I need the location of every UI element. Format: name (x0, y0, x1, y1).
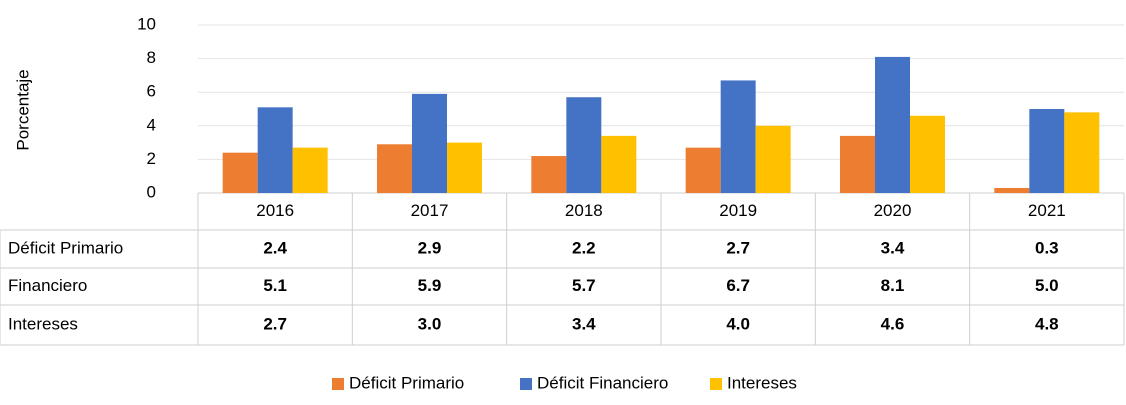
y-tick-label: 4 (147, 115, 156, 134)
x-tick-label: 2020 (874, 201, 912, 220)
table-cell: 8.1 (881, 276, 905, 295)
bar (685, 147, 721, 193)
y-axis-label: Porcentaje (13, 69, 32, 150)
bar (257, 107, 293, 193)
y-tick-label: 10 (137, 14, 156, 33)
bar (910, 115, 945, 193)
y-tick-label: 2 (147, 149, 156, 168)
x-tick-label: 2017 (411, 201, 449, 220)
y-tick-label: 8 (147, 48, 156, 67)
table-cell: 4.8 (1035, 314, 1059, 333)
legend-swatch (710, 378, 722, 390)
legend-swatch (332, 378, 344, 390)
x-tick-label: 2016 (256, 201, 294, 220)
x-tick-label: 2018 (565, 201, 603, 220)
table-cell: 5.7 (572, 276, 596, 295)
x-tick-label: 2021 (1028, 201, 1066, 220)
table-cell: 4.6 (881, 314, 905, 333)
bar (840, 135, 875, 193)
table-cell: 2.7 (726, 238, 750, 257)
bar (531, 156, 567, 193)
bar (377, 144, 412, 193)
table-cell: 6.7 (726, 276, 750, 295)
table-cell: 4.0 (726, 314, 750, 333)
table-row-label: Intereses (8, 314, 78, 333)
bar (720, 80, 756, 193)
table-cell: 3.4 (881, 238, 905, 257)
table-cell: 2.4 (263, 238, 287, 257)
bar (292, 147, 328, 193)
table-cell: 2.7 (263, 314, 287, 333)
bar (755, 125, 791, 193)
legend-label: Déficit Financiero (537, 373, 668, 392)
table-cell: 0.3 (1035, 238, 1059, 257)
table-row-label: Déficit Primario (8, 238, 123, 257)
bar (412, 93, 447, 193)
table-cell: 3.0 (418, 314, 442, 333)
legend-label: Intereses (727, 373, 797, 392)
legend-swatch (520, 378, 532, 390)
bar (1064, 112, 1100, 193)
table-row-label: Financiero (8, 276, 87, 295)
bar (601, 135, 637, 193)
bar (566, 97, 602, 193)
x-tick-label: 2019 (719, 201, 757, 220)
table-cell: 2.9 (418, 238, 442, 257)
bar (994, 187, 1030, 193)
legend-label: Déficit Primario (349, 373, 464, 392)
bar (875, 56, 910, 193)
table-cell: 3.4 (572, 314, 596, 333)
bar (1029, 109, 1065, 193)
table-cell: 5.1 (263, 276, 287, 295)
y-tick-label: 0 (147, 182, 156, 201)
y-tick-label: 6 (147, 82, 156, 101)
bar (447, 142, 482, 193)
table-cell: 5.0 (1035, 276, 1059, 295)
table-cell: 2.2 (572, 238, 596, 257)
table-cell: 5.9 (418, 276, 442, 295)
bar (222, 152, 258, 193)
